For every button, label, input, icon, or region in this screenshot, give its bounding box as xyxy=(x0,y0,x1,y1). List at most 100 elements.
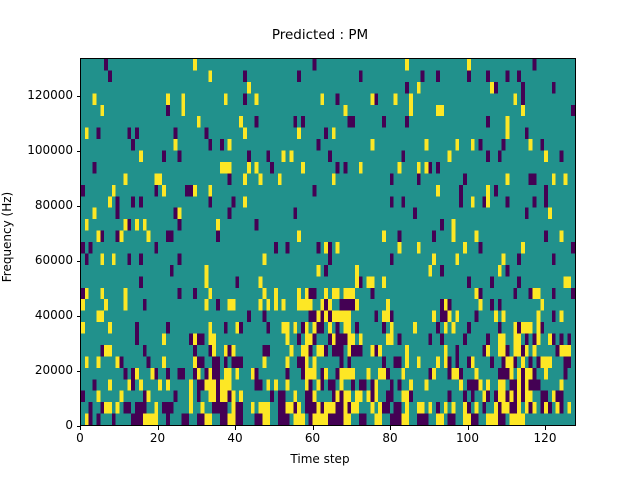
heatmap-cell xyxy=(304,344,309,357)
heatmap-cell xyxy=(493,81,498,94)
heatmap-cell xyxy=(463,333,467,345)
heatmap-cell xyxy=(81,322,85,334)
heatmap-cell xyxy=(416,161,421,174)
heatmap-cell xyxy=(470,196,475,208)
heatmap-cell xyxy=(513,93,518,105)
heatmap-cell xyxy=(135,219,139,231)
heatmap-cell xyxy=(227,139,232,151)
heatmap-cell xyxy=(551,253,556,265)
heatmap-cell xyxy=(439,333,444,345)
heatmap-cell xyxy=(517,70,521,82)
heatmap-cell xyxy=(520,93,525,105)
heatmap-cell xyxy=(358,390,363,403)
heatmap-cell xyxy=(405,390,410,403)
heatmap-cell xyxy=(173,127,178,140)
heatmap-cell xyxy=(300,367,305,380)
heatmap-cell xyxy=(420,70,425,82)
heatmap-cell xyxy=(212,402,217,414)
heatmap-cell xyxy=(162,184,166,197)
x-tick-label: 120 xyxy=(533,431,557,445)
heatmap-cell xyxy=(208,367,213,380)
heatmap-cell xyxy=(273,242,278,254)
heatmap-cell xyxy=(486,413,491,425)
heatmap-cell xyxy=(281,390,286,403)
heatmap-cell xyxy=(436,356,440,368)
heatmap-cell xyxy=(316,242,321,254)
heatmap-cell xyxy=(258,379,263,391)
heatmap-cell xyxy=(104,299,109,311)
heatmap-cell xyxy=(355,276,359,288)
heatmap-cell xyxy=(370,139,375,151)
heatmap-cell xyxy=(382,116,386,128)
heatmap-cell xyxy=(432,367,437,380)
heatmap-cell xyxy=(563,356,568,368)
heatmap-cell xyxy=(513,322,518,334)
heatmap-cell xyxy=(243,127,247,140)
heatmap-cell xyxy=(258,299,263,311)
heatmap-cell xyxy=(84,356,89,368)
heatmap-cell xyxy=(88,402,93,414)
heatmap-cell xyxy=(486,333,491,345)
heatmap-cell xyxy=(324,344,328,357)
heatmap-cell xyxy=(374,93,379,105)
heatmap-cell xyxy=(428,333,433,345)
heatmap-cell xyxy=(293,402,298,414)
heatmap-cell xyxy=(447,150,452,162)
heatmap-cell xyxy=(312,59,317,71)
heatmap-cell xyxy=(524,367,529,380)
heatmap-cell xyxy=(270,390,274,403)
heatmap-cell xyxy=(135,333,139,345)
heatmap-cell xyxy=(212,344,217,357)
heatmap-cell xyxy=(536,333,541,345)
heatmap-cell xyxy=(227,207,232,220)
heatmap-cell xyxy=(351,379,356,391)
heatmap-cell xyxy=(343,322,348,334)
heatmap-cell xyxy=(540,322,545,334)
heatmap-cell xyxy=(204,127,209,140)
heatmap-cell xyxy=(447,356,452,368)
heatmap-cell xyxy=(532,59,537,71)
heatmap-cell xyxy=(505,356,510,368)
heatmap-cell xyxy=(246,81,251,94)
heatmap-cell xyxy=(358,333,363,345)
heatmap-cell xyxy=(374,413,379,425)
heatmap-cell xyxy=(281,150,286,162)
heatmap-cell xyxy=(297,333,301,345)
heatmap-cell xyxy=(324,402,328,414)
heatmap-cell xyxy=(324,264,328,277)
heatmap-cell xyxy=(528,139,533,151)
heatmap-cell xyxy=(509,379,514,391)
heatmap-cell xyxy=(165,379,170,391)
heatmap-cell xyxy=(331,173,336,185)
heatmap-cell xyxy=(250,402,255,414)
y-tick-mark xyxy=(76,426,80,427)
heatmap-cell xyxy=(196,379,201,391)
heatmap-cell xyxy=(520,356,525,368)
heatmap-cell xyxy=(277,390,282,403)
heatmap-cell xyxy=(547,356,552,368)
heatmap-cell xyxy=(474,367,479,380)
heatmap-cell xyxy=(235,276,240,288)
heatmap-cell xyxy=(135,127,139,140)
heatmap-cell xyxy=(532,402,537,414)
heatmap-cell xyxy=(254,161,259,174)
heatmap-cell xyxy=(169,264,174,277)
heatmap-cell xyxy=(478,379,483,391)
heatmap-cell xyxy=(343,299,348,311)
heatmap-cell xyxy=(447,413,452,425)
heatmap-cell xyxy=(490,299,494,311)
heatmap-cell xyxy=(154,184,159,197)
heatmap-cell xyxy=(339,413,344,425)
heatmap-cell xyxy=(162,356,166,368)
heatmap-cell xyxy=(297,127,301,140)
y-tick-label: 60000 xyxy=(34,252,73,267)
heatmap-cell xyxy=(347,356,352,368)
heatmap-cell xyxy=(331,413,336,425)
heatmap-cell xyxy=(497,402,502,414)
heatmap-cell xyxy=(463,413,467,425)
heatmap-cell xyxy=(470,413,475,425)
heatmap-cell xyxy=(432,230,437,242)
heatmap-cell xyxy=(335,402,340,414)
heatmap-cell xyxy=(459,184,464,197)
x-tick-mark xyxy=(312,426,314,430)
